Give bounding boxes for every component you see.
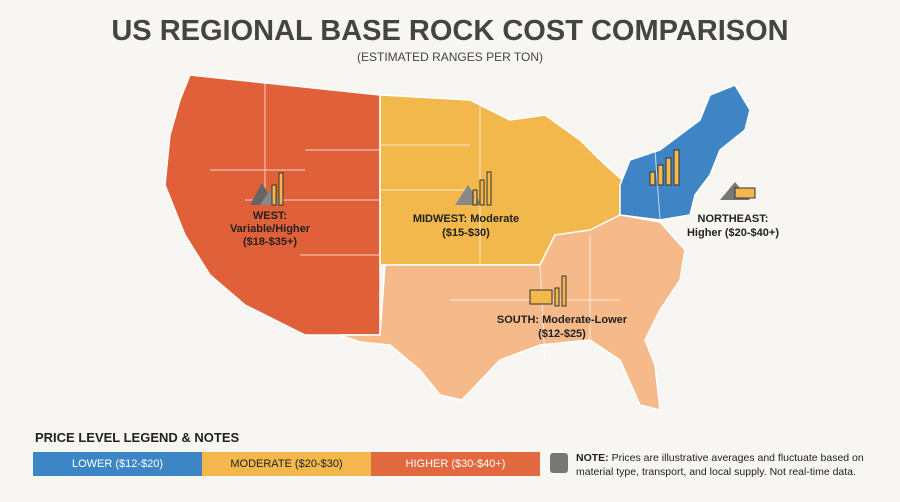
region-northeast: [619, 84, 751, 221]
northeast-icon: [649, 149, 756, 200]
map: US REGIONAL BASE ROCK COST COMPARISON (E…: [111, 15, 789, 411]
legend-item: MODERATE ($20-$30): [202, 452, 371, 476]
note-text: Prices are illustrative averages and flu…: [611, 452, 864, 464]
legend-item: HIGHER ($30-$40+): [371, 452, 540, 476]
note-label: NOTE:: [576, 452, 609, 464]
region-label: NORTHEAST:: [698, 213, 769, 225]
west-icon: [250, 172, 284, 206]
subtitle: (ESTIMATED RANGES PER TON): [357, 50, 543, 64]
region-label: Variable/Higher: [230, 223, 311, 235]
note-icon: [550, 453, 568, 473]
south-icon: [529, 275, 567, 307]
region-label: ($15-$30): [442, 227, 490, 239]
note-text: material type, transport, and local supp…: [576, 466, 856, 478]
midwest-icon: [455, 171, 492, 206]
legend-title: PRICE LEVEL LEGEND & NOTES: [35, 430, 240, 445]
region-label: Higher ($20-$40+): [687, 227, 779, 239]
legend: LOWER ($12-$20) MODERATE ($20-$30) HIGHE…: [33, 452, 540, 476]
note: NOTE: Prices are illustrative averages a…: [576, 451, 864, 479]
region-label: ($18-$35+): [243, 236, 297, 248]
legend-item: LOWER ($12-$20): [33, 452, 202, 476]
region-label: WEST:: [253, 210, 287, 222]
region-label: SOUTH: Moderate-Lower: [497, 314, 628, 326]
region-label: ($12-$25): [538, 328, 586, 340]
title: US REGIONAL BASE ROCK COST COMPARISON: [111, 15, 788, 47]
region-label: MIDWEST: Moderate: [413, 213, 519, 225]
